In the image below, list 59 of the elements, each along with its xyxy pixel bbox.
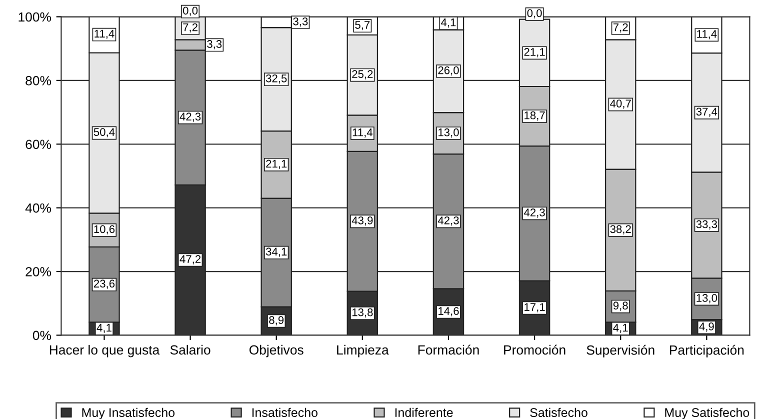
y-tick-label: 0% bbox=[32, 330, 52, 340]
data-label: 4,1 bbox=[613, 324, 628, 333]
data-label: 43,9 bbox=[352, 216, 373, 226]
y-tick-label: 60% bbox=[26, 140, 52, 150]
data-label: 11,4 bbox=[697, 30, 717, 40]
data-label: 11,4 bbox=[352, 128, 372, 138]
x-tick-label: Participación bbox=[670, 344, 744, 358]
data-label: 4,1 bbox=[441, 18, 456, 28]
legend-label: Muy Insatisfecho bbox=[82, 408, 175, 419]
y-tick-label: 100% bbox=[18, 12, 52, 22]
data-label: 25,2 bbox=[352, 70, 373, 80]
data-label: 40,7 bbox=[610, 100, 631, 109]
data-label: 13,8 bbox=[352, 308, 373, 318]
data-label: 9,8 bbox=[613, 302, 628, 311]
data-label: 3,3 bbox=[293, 17, 308, 27]
data-label: 18,7 bbox=[524, 111, 545, 121]
data-label: 42,3 bbox=[524, 208, 545, 218]
data-label: 26,0 bbox=[438, 66, 459, 76]
data-label: 23,6 bbox=[94, 280, 115, 289]
x-tick-label: Limpieza bbox=[337, 344, 389, 358]
data-label: 50,4 bbox=[94, 128, 115, 138]
data-label: 13,0 bbox=[438, 128, 459, 138]
x-tick-label: Formación bbox=[418, 344, 479, 355]
data-label: 10,6 bbox=[94, 225, 115, 234]
data-label: 38,2 bbox=[610, 225, 631, 234]
data-label: 0,0 bbox=[527, 9, 542, 18]
data-label: 17,1 bbox=[524, 303, 545, 312]
x-tick-label: Objetivos bbox=[249, 344, 304, 358]
legend-label: Muy Satisfecho bbox=[665, 408, 750, 419]
data-label: 11,4 bbox=[94, 30, 114, 39]
x-tick-label: Promoción bbox=[504, 344, 566, 355]
data-label: 21,1 bbox=[266, 160, 287, 169]
data-label: 13,0 bbox=[696, 294, 718, 304]
data-label: 37,4 bbox=[696, 108, 718, 117]
x-tick-label: Hacer lo que gusta bbox=[50, 344, 160, 358]
data-label: 34,1 bbox=[266, 248, 287, 257]
legend-label: Insatisfecho bbox=[252, 408, 318, 418]
data-label: 4,9 bbox=[699, 322, 714, 332]
data-label: 0,0 bbox=[183, 6, 198, 16]
x-tick-label: Salario bbox=[170, 344, 210, 355]
data-label: 32,5 bbox=[266, 74, 287, 84]
data-label: 7,2 bbox=[183, 23, 198, 33]
data-label: 8,9 bbox=[269, 316, 284, 326]
data-label: 42,3 bbox=[180, 112, 201, 122]
y-tick-label: 40% bbox=[25, 203, 52, 213]
data-label: 3,3 bbox=[207, 40, 222, 50]
data-label: 14,6 bbox=[438, 307, 459, 316]
data-label: 5,7 bbox=[355, 21, 370, 30]
data-label: 21,1 bbox=[524, 48, 545, 58]
data-label: 42,3 bbox=[438, 216, 459, 226]
data-label: 4,1 bbox=[96, 324, 112, 333]
x-tick-label: Supervisión bbox=[586, 344, 654, 358]
y-tick-label: 80% bbox=[26, 76, 52, 86]
data-label: 47,2 bbox=[180, 255, 201, 264]
legend-label: Satisfecho bbox=[530, 408, 588, 418]
data-label: 7,2 bbox=[613, 23, 628, 33]
y-tick-label: 20% bbox=[26, 267, 52, 276]
legend-label: Indiferente bbox=[395, 408, 453, 418]
data-label: 33,3 bbox=[696, 220, 717, 230]
